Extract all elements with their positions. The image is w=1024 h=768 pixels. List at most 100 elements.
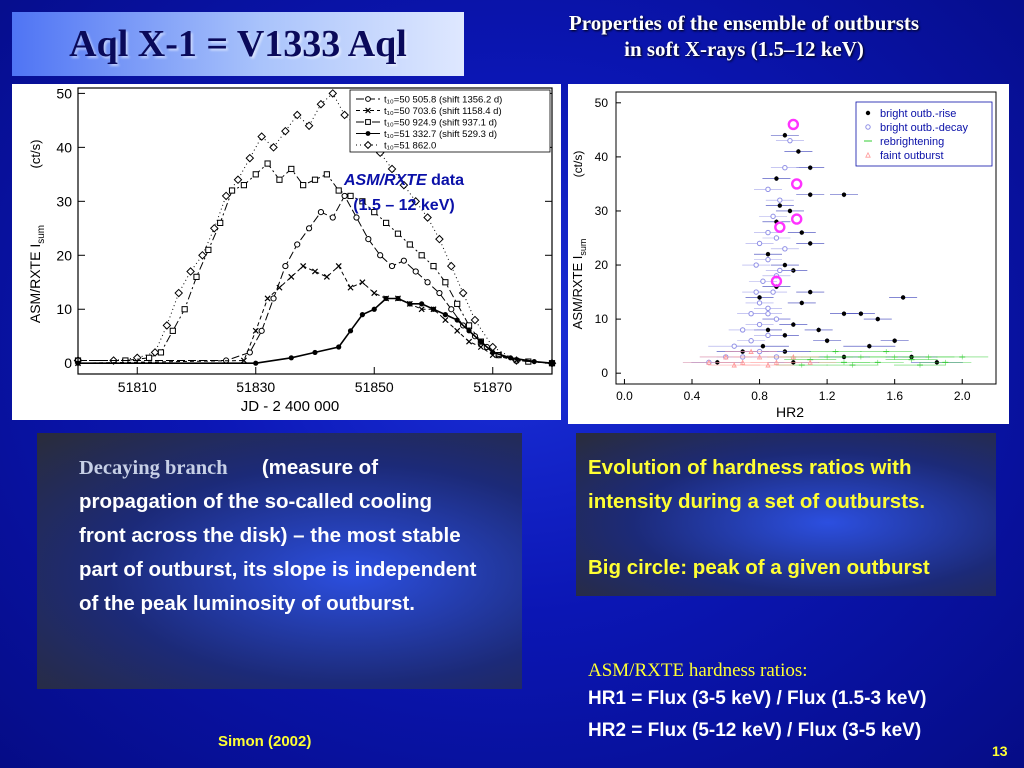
lc-data-point xyxy=(394,230,402,237)
hr-xtick-label: 0.8 xyxy=(751,389,768,403)
lc-data-point xyxy=(169,327,176,334)
hr-data-point xyxy=(756,240,763,247)
hr-legend-label: bright outb.-decay xyxy=(880,122,969,134)
hr-data-point xyxy=(892,338,897,343)
asm-annotation-line-1: ASM/RXTE data xyxy=(343,172,464,189)
hr-data-point xyxy=(773,359,780,365)
hr-data-point xyxy=(740,359,746,365)
hr-data-point xyxy=(782,165,788,171)
subtitle-line-1: Properties of the ensemble of outbursts xyxy=(568,11,920,35)
hr-data-point xyxy=(765,311,771,317)
hr-xtick-label: 1.6 xyxy=(886,389,903,403)
hr-data-point xyxy=(808,192,813,197)
lc-data-point xyxy=(316,99,326,109)
evolution-box: Evolution of hardness ratios with intens… xyxy=(576,433,996,596)
hr-data-point xyxy=(782,246,788,252)
hr-data-point xyxy=(773,235,780,241)
hr-data-point xyxy=(765,186,771,193)
hr-data-point xyxy=(706,359,712,365)
lc-data-point xyxy=(304,121,314,131)
lc-data-point xyxy=(383,219,390,227)
lc-legend-label: t₁₀=51 332.7 (shift 529.3 d) xyxy=(384,129,497,140)
slide-title: Aql X-1 = V1333 Aql xyxy=(12,12,464,76)
hr-data-point xyxy=(765,362,771,368)
lc-data-point xyxy=(246,349,253,356)
hr-peak-circle xyxy=(770,275,783,287)
lc-data-point xyxy=(347,284,354,291)
lc-data-point xyxy=(329,214,336,221)
lc-data-point xyxy=(317,209,325,216)
lc-data-point xyxy=(205,246,212,253)
hr-data-point xyxy=(841,311,847,316)
lc-data-point xyxy=(198,250,207,260)
hr-peak-circle xyxy=(791,178,803,190)
hr-data-point xyxy=(824,338,830,343)
lc-legend-marker xyxy=(365,131,371,136)
lc-xlabel: JD - 2 400 000 xyxy=(241,398,339,415)
lc-ytick-label: 10 xyxy=(56,301,72,317)
lc-data-point xyxy=(311,268,319,275)
hr-legend-label: bright outb.-rise xyxy=(880,108,956,120)
lc-data-point xyxy=(240,357,247,364)
lc-data-point xyxy=(466,338,473,345)
hr-legend-frame xyxy=(855,101,993,167)
lc-data-point xyxy=(335,263,342,270)
hr-data-point xyxy=(748,338,754,344)
big-circle-note: Big circle: peak of a given outburst xyxy=(588,556,930,579)
lc-data-point xyxy=(395,295,401,302)
hr-data-point xyxy=(807,359,813,365)
hr-xlabel: HR2 xyxy=(776,404,804,420)
lc-data-point xyxy=(300,263,307,270)
lc-data-point xyxy=(294,241,301,248)
lc-data-point xyxy=(359,198,366,205)
hardness-scatter-chart: 0.0 0.4 0.8 1.2 1.6 2.0 0 10 20 30 40 50 HR2 ASM/RX… xyxy=(568,84,1009,424)
lc-data-point xyxy=(371,209,378,216)
hr-data-point xyxy=(791,322,796,327)
lc-xtick-label: 51830 xyxy=(236,379,275,395)
hr-data-point xyxy=(756,300,763,306)
lc-data-point xyxy=(371,290,378,297)
lc-data-point xyxy=(359,279,366,286)
subtitle-line-2: in soft X-rays (1.5–12 keV) xyxy=(624,37,864,61)
hr-legend-label: rebrightening xyxy=(880,136,944,148)
lc-data-point xyxy=(150,348,160,357)
slide-title-text: Aql X-1 = V1333 Aql xyxy=(69,23,407,65)
hr-legend-marker xyxy=(865,110,871,116)
lc-data-point xyxy=(419,301,425,307)
light-curve-chart: 51810 51830 51850 51870 0 10 20 30 40 50 ASM/RXTE… xyxy=(12,84,561,420)
hr-peak-circle xyxy=(774,221,786,233)
lc-data-point xyxy=(257,132,266,141)
lc-data-point xyxy=(228,187,236,194)
lc-data-point xyxy=(359,312,365,318)
light-curve-svg: 51810 51830 51850 51870 0 10 20 30 40 50 ASM/RXTE… xyxy=(27,85,557,415)
lc-data-point xyxy=(312,349,318,356)
hr-data-point xyxy=(773,316,780,322)
hr-data-point xyxy=(867,343,872,349)
hr-data-point xyxy=(765,332,771,339)
hr-data-point xyxy=(760,278,766,284)
lc-data-point xyxy=(233,175,243,185)
hr-data-point xyxy=(875,316,880,322)
hr-data-point xyxy=(753,289,759,295)
lc-data-point xyxy=(347,328,354,334)
hr-data-point xyxy=(787,137,793,144)
lc-series-line xyxy=(78,92,553,364)
lc-data-point xyxy=(412,268,419,275)
lc-data-point xyxy=(436,289,443,297)
lc-data-point xyxy=(448,306,455,313)
lc-legend-label: t₁₀=50 924.9 (shift 937.1 d) xyxy=(384,118,497,129)
lc-data-point xyxy=(442,317,449,324)
lc-data-point xyxy=(276,176,283,183)
lc-data-point xyxy=(258,327,265,334)
hr-data-point xyxy=(765,256,771,263)
lc-data-point xyxy=(282,262,289,270)
lc-data-point xyxy=(454,300,461,307)
hr-data-point xyxy=(774,176,779,181)
hr-data-point xyxy=(765,327,771,333)
lc-plot-frame xyxy=(77,87,553,375)
lc-data-point xyxy=(240,182,248,189)
lc-data-point xyxy=(442,312,448,318)
lc-data-point xyxy=(264,160,271,167)
hr-data-point xyxy=(858,311,864,316)
hr-data-point xyxy=(765,305,771,311)
